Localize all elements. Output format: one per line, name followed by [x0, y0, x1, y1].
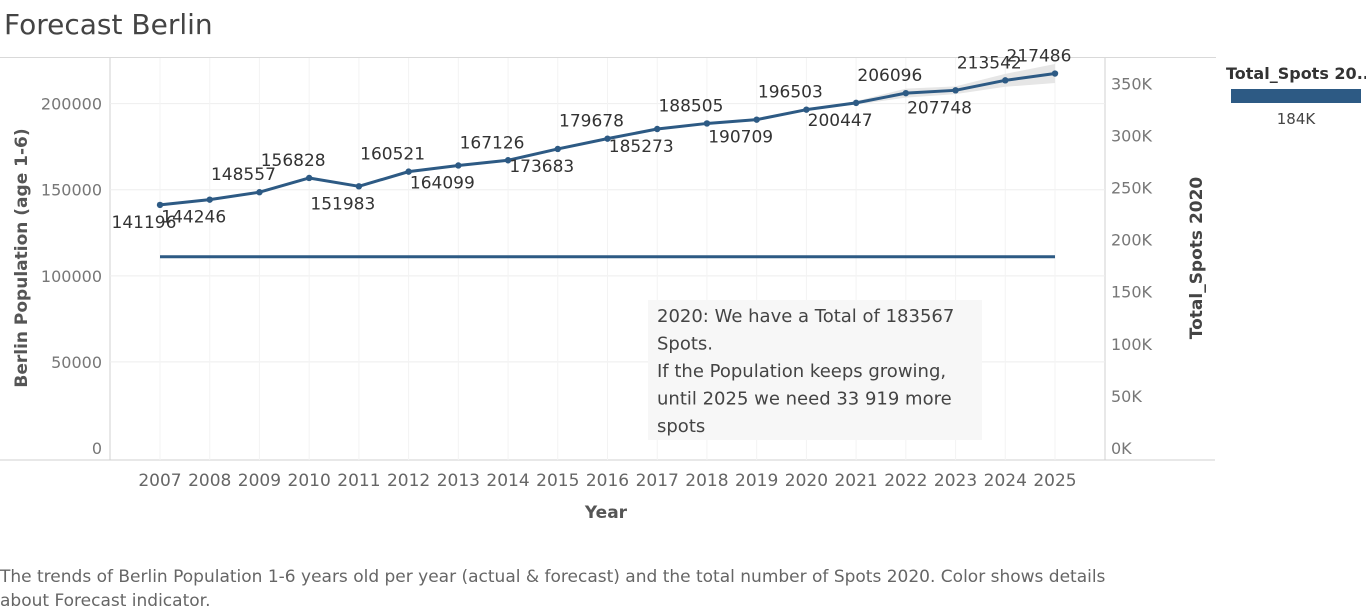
x-tick-label: 2018	[685, 471, 728, 491]
y-tick-label: 100000	[41, 267, 102, 286]
data-label: 156828	[261, 151, 326, 171]
data-label: 164099	[410, 173, 475, 193]
population-point	[952, 87, 959, 94]
y2-tick-label: 200K	[1111, 231, 1153, 250]
data-label: 213542	[957, 53, 1022, 73]
x-tick-label: 2022	[884, 471, 927, 491]
x-tick-label: 2012	[387, 471, 430, 491]
data-label: 148557	[211, 165, 276, 185]
y2-tick-label: 50K	[1111, 387, 1142, 406]
legend-title: Total_Spots 20..	[1226, 64, 1366, 83]
y-tick-label: 0	[92, 439, 102, 458]
data-label: 207748	[907, 98, 972, 118]
population-point	[852, 99, 860, 107]
x-tick-label: 2013	[437, 471, 480, 491]
data-label: 196503	[758, 83, 823, 103]
x-tick-label: 2010	[288, 471, 331, 491]
x-tick-label: 2021	[834, 471, 877, 491]
y2-tick-label: 250K	[1111, 178, 1153, 197]
x-tick-label: 2019	[735, 471, 778, 491]
data-label: 151983	[310, 194, 375, 214]
forecast-chart: 0 50000 100000 150000 200000 0K 50K 100K 150K 200…	[0, 47, 1215, 523]
title-divider	[0, 57, 1216, 58]
legend-color-bar	[1231, 89, 1361, 103]
x-tick-label: 2023	[934, 471, 977, 491]
annotation-line: If the Population keeps growing,	[657, 361, 946, 382]
forecast-confidence-band	[806, 64, 1055, 110]
population-point	[803, 106, 810, 113]
x-tick-label: 2008	[188, 471, 231, 491]
population-point	[1002, 77, 1009, 84]
population-point	[156, 201, 164, 209]
data-label: 190709	[708, 128, 773, 148]
y2-tick-label: 100K	[1111, 335, 1153, 354]
y2-axis-title: Total_Spots 2020	[1187, 177, 1207, 340]
x-axis-title: Year	[584, 503, 628, 523]
annotation-box	[648, 300, 982, 440]
population-point	[554, 145, 561, 153]
population-point	[206, 196, 213, 203]
data-label: 206096	[857, 66, 922, 86]
x-tick-label: 2020	[785, 471, 828, 491]
data-label: 179678	[559, 112, 624, 132]
population-point	[305, 174, 313, 182]
population-point	[753, 116, 760, 123]
y-axis-title: Berlin Population (age 1-6)	[12, 128, 32, 387]
x-tick-label: 2024	[984, 471, 1027, 491]
data-label: 167126	[460, 133, 525, 153]
data-label: 200447	[808, 111, 873, 131]
population-point	[703, 120, 711, 127]
data-label: 144246	[161, 208, 226, 228]
x-tick-label: 2014	[486, 471, 529, 491]
population-point	[604, 135, 611, 142]
y-tick-label: 150000	[41, 181, 102, 200]
chart-caption: The trends of Berlin Population 1-6 year…	[0, 567, 1106, 611]
y2-tick-label: 0K	[1111, 439, 1132, 458]
data-label: 188505	[658, 96, 723, 116]
population-point	[654, 125, 661, 133]
population-point	[1051, 70, 1059, 77]
population-point	[256, 189, 263, 196]
annotation-line: 2020: We have a Total of 183567	[657, 306, 954, 327]
data-label: 160521	[360, 145, 425, 165]
x-tick-label: 2015	[536, 471, 579, 491]
legend-value: 184K	[1276, 110, 1316, 128]
population-point	[355, 183, 363, 190]
x-tick-label: 2025	[1033, 471, 1076, 491]
annotation-line: Spots.	[657, 334, 713, 355]
data-label: 141196	[112, 213, 177, 233]
x-tick-label: 2007	[138, 471, 181, 491]
chart-title: Forecast Berlin	[4, 8, 213, 41]
data-label: 173683	[509, 157, 574, 177]
y-tick-label: 50000	[51, 353, 102, 372]
annotation-line: until 2025 we need 33 919 more	[657, 389, 952, 410]
data-label: 217486	[1007, 47, 1072, 67]
x-tick-label: 2016	[586, 471, 629, 491]
y2-tick-label: 300K	[1111, 126, 1153, 145]
population-point	[504, 157, 512, 164]
population-point	[902, 89, 910, 97]
data-label: 185273	[609, 137, 674, 157]
y2-tick-label: 350K	[1111, 74, 1153, 93]
population-point	[405, 168, 412, 175]
y-tick-label: 200000	[41, 95, 102, 114]
x-tick-label: 2017	[636, 471, 679, 491]
y2-tick-label: 150K	[1111, 283, 1153, 302]
x-tick-label: 2009	[238, 471, 281, 491]
population-point	[455, 162, 462, 169]
annotation-line: spots	[657, 416, 705, 437]
x-tick-label: 2011	[337, 471, 380, 491]
